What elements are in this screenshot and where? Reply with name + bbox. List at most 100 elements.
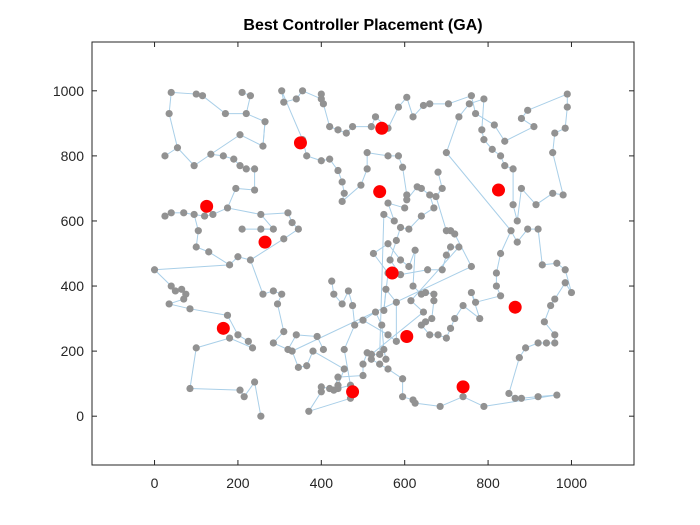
network-node	[561, 124, 569, 132]
network-node	[380, 306, 388, 315]
controller-marker	[456, 380, 470, 394]
network-node	[238, 225, 246, 233]
network-node	[559, 191, 567, 199]
network-node	[478, 126, 486, 134]
network-edge	[260, 212, 288, 215]
network-node	[517, 184, 526, 193]
network-node	[344, 287, 353, 295]
network-node	[384, 199, 392, 207]
network-edge	[454, 233, 472, 267]
network-node	[476, 314, 484, 323]
network-node	[411, 246, 419, 254]
network-edge	[277, 303, 285, 332]
network-edge	[516, 188, 522, 222]
network-node	[348, 301, 357, 310]
network-node	[161, 152, 169, 160]
network-edge	[177, 147, 195, 166]
network-node	[442, 149, 450, 157]
network-edge	[537, 229, 543, 265]
network-edge	[412, 250, 416, 287]
network-node	[351, 321, 359, 329]
network-edge	[168, 113, 178, 148]
network-node	[384, 152, 392, 160]
network-node	[386, 256, 394, 264]
network-edge	[415, 402, 441, 407]
network-node	[384, 240, 392, 248]
network-node	[424, 266, 432, 274]
network-node	[480, 402, 488, 411]
network-node	[338, 197, 346, 206]
network-node	[471, 109, 480, 118]
network-node	[192, 344, 200, 352]
network-node	[430, 290, 438, 298]
network-edge	[308, 397, 351, 412]
network-node	[165, 300, 173, 308]
network-node	[209, 210, 217, 219]
network-node	[294, 225, 302, 233]
network-node	[399, 163, 407, 171]
network-node	[403, 93, 411, 101]
network-node	[330, 290, 338, 298]
x-tick-label: 0	[151, 475, 159, 491]
network-node	[392, 298, 400, 306]
network-node	[532, 201, 540, 209]
network-node	[384, 331, 392, 339]
network-node	[405, 262, 413, 271]
network-node	[547, 301, 555, 310]
network-node	[419, 101, 428, 110]
network-node	[455, 113, 463, 121]
network-node	[507, 227, 515, 235]
network-node	[438, 184, 446, 193]
network-node	[405, 225, 413, 233]
network-node	[303, 152, 311, 160]
network-node	[551, 295, 559, 303]
network-node	[513, 238, 521, 246]
network-edge	[189, 388, 241, 391]
network-edge	[527, 93, 568, 111]
network-node	[334, 166, 342, 175]
network-node	[259, 290, 267, 298]
network-node	[417, 184, 425, 193]
network-node	[553, 259, 561, 267]
network-node	[357, 181, 365, 189]
network-edge	[249, 259, 264, 295]
network-node	[378, 321, 386, 329]
network-node	[561, 279, 569, 287]
network-edge	[250, 238, 285, 261]
network-node	[421, 288, 430, 297]
network-node	[538, 261, 546, 269]
network-edge	[208, 251, 230, 266]
network-node	[232, 184, 240, 193]
x-tick-label: 400	[310, 475, 334, 491]
network-node	[459, 301, 467, 310]
network-node	[280, 235, 288, 243]
network-edge	[481, 98, 485, 130]
network-node	[167, 88, 175, 97]
network-node	[505, 389, 513, 398]
network-node	[428, 314, 436, 323]
network-node	[553, 391, 561, 399]
network-node	[317, 157, 325, 165]
network-node	[251, 378, 259, 386]
network-node	[259, 142, 267, 150]
x-tick-label: 1000	[556, 475, 587, 491]
controller-marker	[216, 321, 230, 335]
network-node	[467, 288, 475, 297]
network-node	[219, 152, 227, 160]
network-node	[223, 311, 232, 319]
y-tick-label: 400	[61, 278, 85, 294]
network-edge	[202, 95, 226, 114]
network-node	[342, 129, 350, 137]
network-edge	[462, 396, 485, 407]
network-node	[380, 345, 388, 354]
network-node	[426, 100, 434, 108]
network-node	[384, 365, 392, 373]
controller-marker	[293, 136, 307, 150]
x-axis-ticks: 0 200 400 600 800 1000	[151, 42, 587, 491]
network-node	[278, 290, 286, 298]
network-node	[288, 347, 296, 355]
network-edge	[400, 269, 428, 276]
network-node	[509, 201, 517, 209]
network-node	[246, 92, 255, 100]
